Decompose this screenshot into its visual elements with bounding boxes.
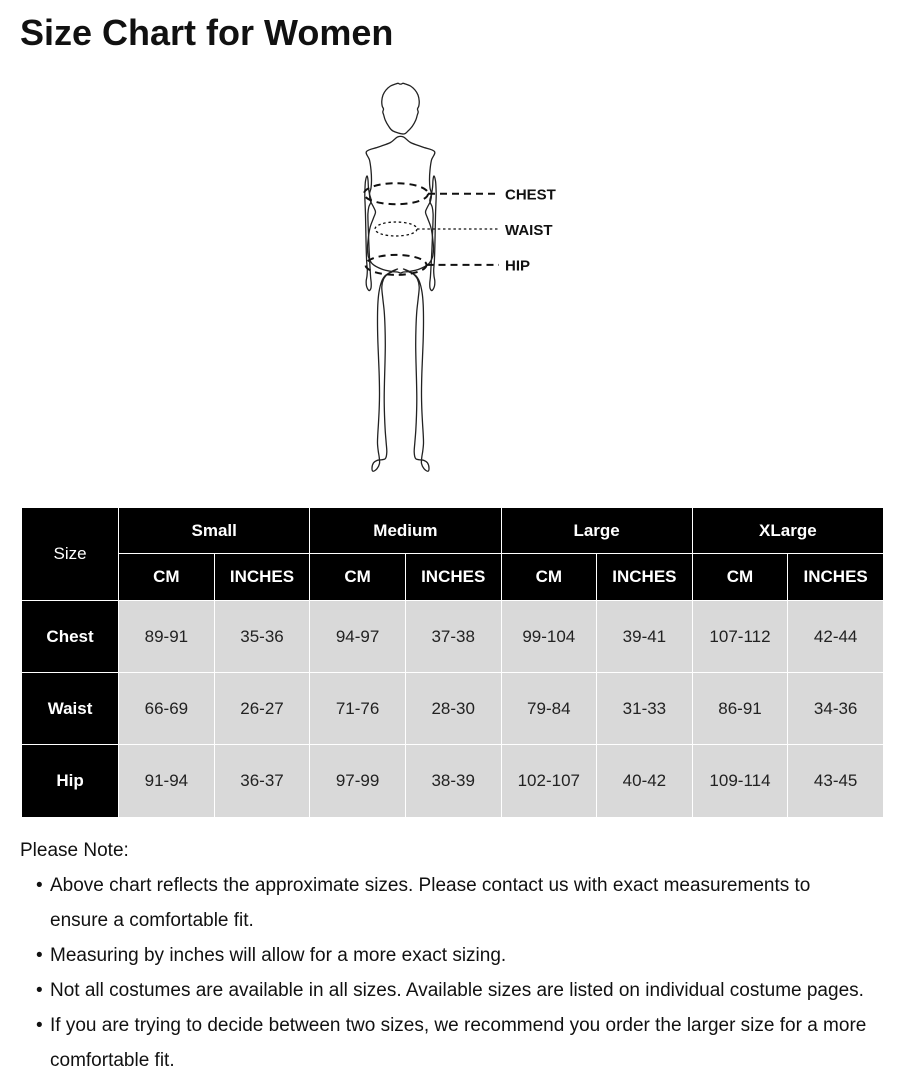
svg-text:CHEST: CHEST [505,187,556,204]
svg-text:HIP: HIP [505,258,530,275]
svg-text:WAIST: WAIST [505,222,553,239]
